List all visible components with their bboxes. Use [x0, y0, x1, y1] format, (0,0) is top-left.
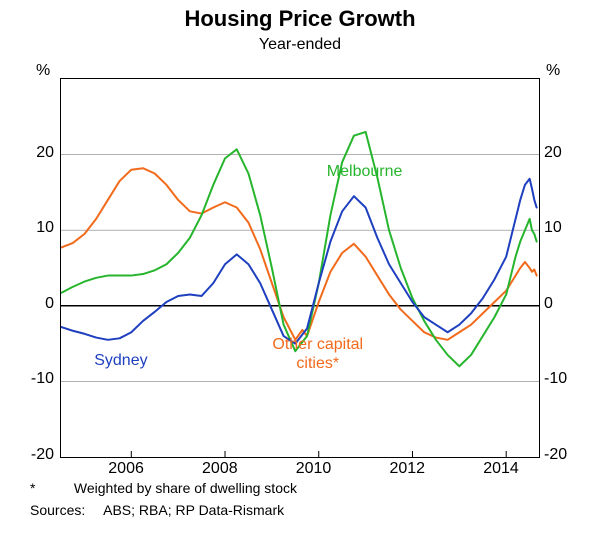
series-sydney [61, 179, 537, 344]
ytick-left: -10 [31, 370, 54, 388]
label-melbourne: Melbourne [327, 163, 403, 181]
ytick-right: 10 [544, 219, 562, 237]
label-sydney: Sydney [94, 352, 147, 370]
xtick-label: 2008 [202, 460, 238, 478]
sources: Sources: ABS; RBA; RP Data-Rismark [30, 502, 570, 518]
sources-label: Sources: [30, 502, 100, 518]
chart-subtitle: Year-ended [0, 36, 600, 54]
y-unit-right: % [546, 62, 560, 80]
ytick-left: 10 [36, 219, 54, 237]
ytick-left: -20 [31, 446, 54, 464]
ytick-left: 0 [45, 295, 54, 313]
xtick-label: 2006 [108, 460, 144, 478]
sources-text: ABS; RBA; RP Data-Rismark [103, 502, 284, 518]
xtick-label: 2010 [296, 460, 332, 478]
footnote-marker: * [30, 480, 70, 496]
ytick-right: 0 [544, 295, 553, 313]
label-other: Other capitalcities* [272, 336, 363, 373]
chart-container: { "title": "Housing Price Growth", "subt… [0, 0, 600, 534]
footnote: * Weighted by share of dwelling stock [30, 480, 570, 496]
xtick-label: 2014 [483, 460, 519, 478]
ytick-left: 20 [36, 144, 54, 162]
chart-title: Housing Price Growth [0, 6, 600, 32]
xtick-label: 2012 [389, 460, 425, 478]
plot-svg [61, 79, 539, 457]
y-unit-left: % [36, 62, 50, 80]
ytick-right: 20 [544, 144, 562, 162]
plot-area [60, 78, 540, 458]
footnote-text: Weighted by share of dwelling stock [74, 480, 297, 496]
series-other [61, 168, 537, 340]
ytick-right: -20 [544, 446, 567, 464]
ytick-right: -10 [544, 370, 567, 388]
